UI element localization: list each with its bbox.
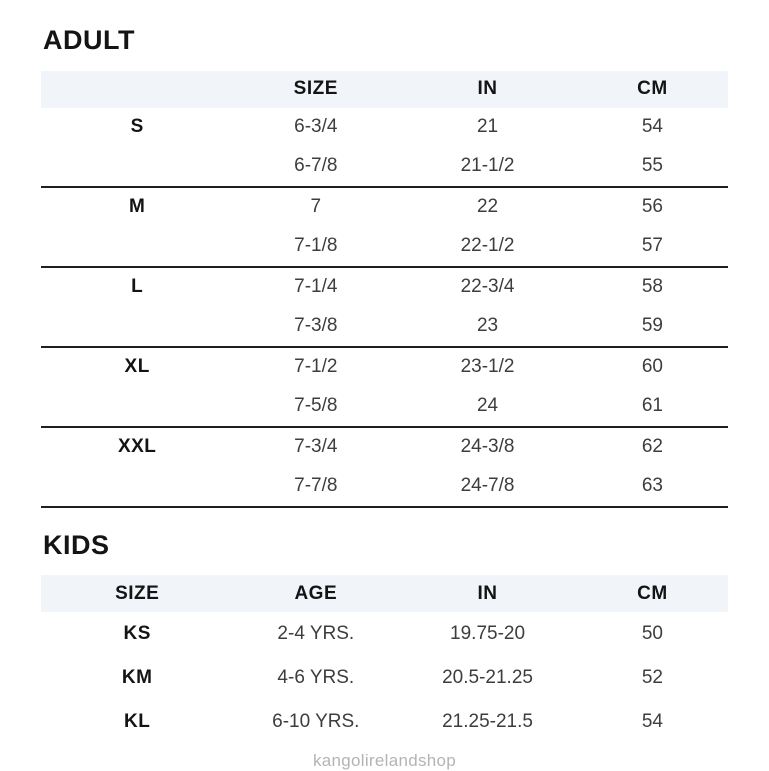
kids-col-in: IN <box>477 582 498 604</box>
table-row: KS 2-4 YRS. 19.75-20 50 <box>41 612 728 656</box>
table-row: XXL 7-3/4 24-3/8 62 <box>41 428 728 467</box>
table-row: 7-3/8 23 59 <box>41 307 728 346</box>
size-label: L <box>131 276 144 298</box>
table-row: 7-7/8 24-7/8 63 <box>41 467 728 506</box>
inches-value: 21 <box>476 116 499 138</box>
table-row: S 6-3/4 21 54 <box>41 108 728 147</box>
kids-table-body: KS 2-4 YRS. 19.75-20 50 KM 4-6 YRS. 20.5… <box>41 612 728 744</box>
cm-value: 55 <box>641 155 663 177</box>
cm-value: 63 <box>641 475 663 497</box>
cm-value: 52 <box>641 667 663 689</box>
cm-value: 50 <box>641 623 663 645</box>
hat-size-value: 7-7/8 <box>294 475 338 497</box>
age-value: 4-6 YRS. <box>277 667 355 689</box>
cm-value: 59 <box>641 315 663 337</box>
size-label: KL <box>124 711 151 733</box>
adult-col-cm: CM <box>637 78 668 100</box>
size-label: KM <box>121 667 153 689</box>
adult-size-group-l: L 7-1/4 22-3/4 58 7-3/8 23 59 <box>41 268 728 348</box>
cm-value: 54 <box>641 116 663 138</box>
age-value: 2-4 YRS. <box>277 623 355 645</box>
inches-value: 22-3/4 <box>460 276 515 298</box>
kids-size-table: SIZE AGE IN CM KS 2-4 YRS. 19.75-20 50 K… <box>41 575 728 744</box>
hat-size-value: 6-7/8 <box>294 155 338 177</box>
size-label: XXL <box>117 436 157 458</box>
table-row: KM 4-6 YRS. 20.5-21.25 52 <box>41 656 728 700</box>
cm-value: 56 <box>641 196 663 218</box>
size-label: S <box>130 116 144 138</box>
adult-size-group-s: S 6-3/4 21 54 6-7/8 21-1/2 55 <box>41 108 728 188</box>
cm-value: 57 <box>641 235 663 257</box>
inches-value: 23 <box>476 315 499 337</box>
cm-value: 54 <box>641 711 663 733</box>
hat-size-value: 7 <box>310 196 322 218</box>
adult-size-group-xxl: XXL 7-3/4 24-3/8 62 7-7/8 24-7/8 63 <box>41 428 728 508</box>
inches-value: 21-1/2 <box>460 155 515 177</box>
table-row: XL 7-1/2 23-1/2 60 <box>41 348 728 387</box>
inches-value: 22 <box>476 196 499 218</box>
size-label: KS <box>123 623 151 645</box>
adult-section-title: ADULT <box>43 25 135 55</box>
inches-value: 21.25-21.5 <box>442 711 533 733</box>
size-label: M <box>129 196 146 218</box>
table-row: 6-7/8 21-1/2 55 <box>41 147 728 186</box>
adult-table-header: SIZE IN CM <box>41 70 728 108</box>
table-row: 7-1/8 22-1/2 57 <box>41 227 728 266</box>
adult-size-table: SIZE IN CM S 6-3/4 21 54 6-7/8 21-1/2 55… <box>41 70 728 508</box>
size-label: XL <box>124 356 150 378</box>
adult-size-group-m: M 7 22 56 7-1/8 22-1/2 57 <box>41 188 728 268</box>
kids-table-header: SIZE AGE IN CM <box>41 575 728 613</box>
watermark-text: kangolirelandshop <box>312 751 457 771</box>
hat-size-value: 7-1/2 <box>294 356 338 378</box>
hat-size-value: 7-3/8 <box>294 315 338 337</box>
cm-value: 60 <box>641 356 663 378</box>
table-row: L 7-1/4 22-3/4 58 <box>41 268 728 307</box>
hat-size-value: 7-5/8 <box>294 395 338 417</box>
inches-value: 24-3/8 <box>460 436 515 458</box>
kids-col-cm: CM <box>637 582 668 604</box>
adult-size-group-xl: XL 7-1/2 23-1/2 60 7-5/8 24 61 <box>41 348 728 428</box>
hat-size-value: 7-1/8 <box>294 235 338 257</box>
inches-value: 20.5-21.25 <box>442 667 533 689</box>
table-row: M 7 22 56 <box>41 188 728 227</box>
table-row: KL 6-10 YRS. 21.25-21.5 54 <box>41 700 728 744</box>
kids-section-title: KIDS <box>43 529 110 560</box>
inches-value: 24-7/8 <box>460 475 515 497</box>
inches-value: 19.75-20 <box>450 623 526 645</box>
cm-value: 61 <box>641 395 663 417</box>
hat-size-value: 6-3/4 <box>294 116 338 138</box>
age-value: 6-10 YRS. <box>272 711 360 733</box>
inches-value: 23-1/2 <box>460 356 515 378</box>
inches-value: 24 <box>476 395 499 417</box>
kids-col-size: SIZE <box>115 582 160 604</box>
adult-col-size: SIZE <box>293 78 338 100</box>
cm-value: 62 <box>641 436 663 458</box>
adult-col-in: IN <box>477 78 498 100</box>
inches-value: 22-1/2 <box>460 235 515 257</box>
cm-value: 58 <box>641 276 663 298</box>
hat-size-value: 7-3/4 <box>294 436 338 458</box>
hat-size-value: 7-1/4 <box>294 276 338 298</box>
kids-col-age: AGE <box>294 582 338 604</box>
table-row: 7-5/8 24 61 <box>41 387 728 426</box>
